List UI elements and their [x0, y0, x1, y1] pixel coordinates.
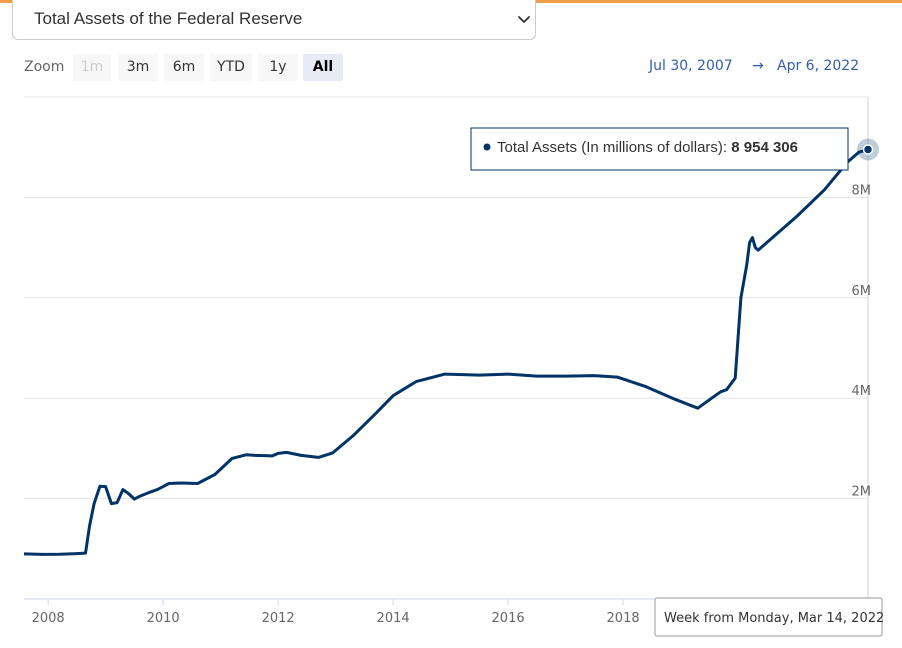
x-tick-label: 2016 — [492, 611, 525, 626]
y-tick-label: 4M — [852, 384, 872, 399]
hover-point-marker[interactable] — [862, 144, 874, 155]
zoom-3m-button[interactable]: 3m — [118, 54, 158, 81]
y-tick-label: 2M — [852, 485, 872, 500]
zoom-label: Zoom — [24, 59, 65, 75]
svg-text:Total Assets (In millions of d: Total Assets (In millions of dollars): 8… — [497, 139, 798, 156]
x-tick-label: 2018 — [607, 611, 640, 626]
zoom-all-button[interactable]: All — [303, 54, 343, 81]
x-tick-label: 2014 — [377, 611, 410, 626]
tooltip-series-dot — [483, 143, 491, 151]
range-arrow: → — [752, 58, 764, 74]
zoom-1y-button[interactable]: 1y — [258, 54, 298, 81]
value-tooltip: Total Assets (In millions of dollars): 8… — [470, 127, 849, 171]
crosshair-label-text: Week from Monday, Mar 14, 2022 — [664, 611, 884, 626]
y-tick-label: 8M — [852, 183, 872, 198]
tooltip-series-label: Total Assets (In millions of dollars) — [497, 139, 723, 156]
zoom-1m-button[interactable]: 1m — [73, 54, 111, 81]
y-tick-label: 6M — [852, 284, 872, 299]
range-to-date[interactable]: Apr 6, 2022 — [777, 58, 860, 74]
chevron-down-icon — [518, 16, 530, 23]
x-tick-label: 2010 — [147, 611, 180, 626]
crosshair-label-box — [654, 597, 883, 637]
zoom-6m-button[interactable]: 6m — [164, 54, 204, 81]
total-assets-series-line[interactable] — [23, 148, 869, 556]
x-tick-label: 2008 — [32, 611, 65, 626]
chart-selector-dropdown[interactable]: Total Assets of the Federal Reserve — [12, 0, 536, 40]
tooltip-value: 8 954 306 — [731, 139, 798, 156]
chart-selector-label: Total Assets of the Federal Reserve — [34, 9, 303, 28]
range-from-date[interactable]: Jul 30, 2007 — [649, 58, 733, 74]
tooltip-box — [470, 127, 849, 171]
x-tick-label: 2012 — [262, 611, 295, 626]
zoom-ytd-button[interactable]: YTD — [210, 54, 252, 81]
crosshair-date-label: Week from Monday, Mar 14, 2022 — [654, 597, 884, 637]
